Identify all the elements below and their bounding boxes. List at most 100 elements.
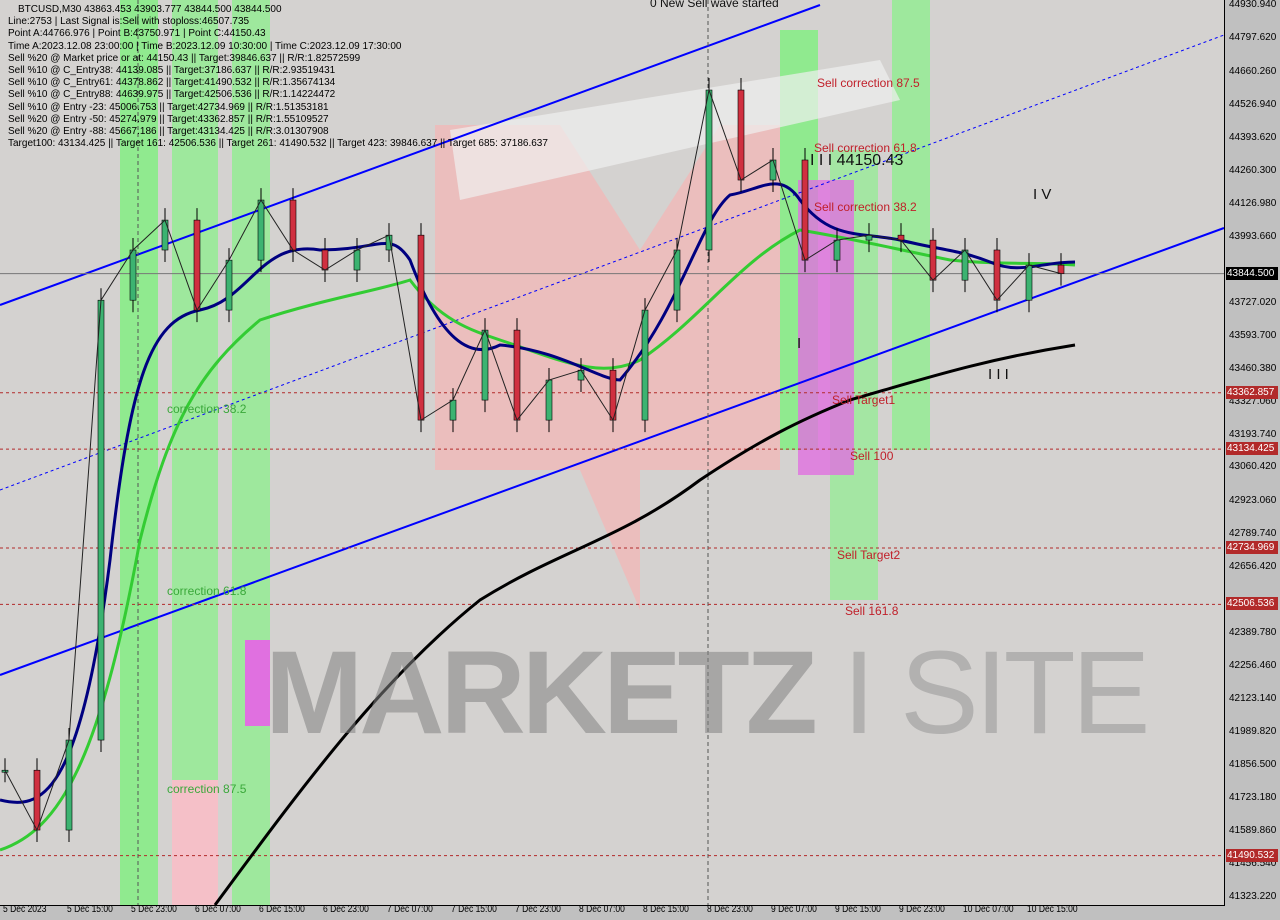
candle [417,234,425,421]
wave-1-label: I [797,335,802,352]
sell-100-label: Sell 100 [850,449,894,463]
zone-pink [172,780,218,905]
x-tick-label: 7 Dec 15:00 [451,904,497,915]
channel-mid [0,34,1224,491]
target-level-label: 43134.425 [1226,442,1278,456]
candle [769,159,777,181]
candle [65,739,73,831]
x-tick-label: 10 Dec 07:00 [963,904,1014,915]
candle [993,249,1001,301]
y-tick-label: 43460.380 [1229,362,1277,374]
price-candles [1,78,1065,843]
watermark-block [245,640,270,726]
sell-1618-label: Sell 161.8 [845,604,899,618]
info-line: Sell %10 @ C_Entry61: 44378.862 || Targe… [8,77,336,89]
zone-green [120,0,158,905]
y-tick-label: 44797.620 [1229,31,1277,43]
signal-info-panel: BTCUSD,M30 43863.453 43903.777 43844.500… [8,4,548,150]
zone-green [232,0,270,905]
y-tick-label: 43327.060 [1229,395,1277,407]
y-tick-label: 41456.540 [1229,858,1277,870]
info-line: Sell %10 @ Entry -23: 45006.753 || Targe… [8,101,329,113]
candle [97,299,105,741]
wave-3-label: I I I [988,366,1009,383]
candle [801,159,809,261]
watermark-logo: MARKETZ I SITE [265,627,1150,759]
info-line: Sell %20 @ Entry -50: 45274.979 || Targe… [8,113,329,125]
x-tick-label: 5 Dec 23:00 [131,904,177,915]
candle [577,369,585,381]
target-level-label: 42506.536 [1226,597,1278,611]
candle [353,249,361,271]
plot-area[interactable]: MARKETZ I SITE BTCUSD,M30 43863.453 4390… [0,0,1225,906]
x-tick-label: 8 Dec 23:00 [707,904,753,915]
x-tick-label: 10 Dec 15:00 [1027,904,1078,915]
x-tick-label: 6 Dec 07:00 [195,904,241,915]
close-price-line [4,88,1062,832]
candle [321,249,329,271]
level-lines [0,273,1224,857]
y-tick-label: 43993.660 [1229,230,1277,242]
y-tick-label: 44526.940 [1229,98,1277,110]
x-tick-label: 7 Dec 23:00 [515,904,561,915]
candle [641,309,649,421]
chart-svg [0,0,1224,905]
info-line: Sell %10 @ C_Entry88: 44639.975 || Targe… [8,89,336,101]
y-tick-label: 43193.740 [1229,428,1277,440]
current-price-label: 43844.500 [1226,266,1278,280]
y-tick-label: 44260.300 [1229,164,1277,176]
sell-correction-382-label: Sell correction 38.2 [814,200,917,214]
x-tick-label: 9 Dec 15:00 [835,904,881,915]
wave-4-label: I V [1033,186,1052,203]
y-tick-label: 44660.260 [1229,65,1277,77]
info-line: Target100: 43134.425 || Target 161: 4250… [8,138,548,150]
y-tick-label: 43060.420 [1229,461,1277,473]
channel-lower [0,227,1224,676]
sell-target2-label: Sell Target2 [837,548,901,562]
x-tick-label: 6 Dec 15:00 [259,904,305,915]
target-level-label: 41490.532 [1226,848,1278,862]
candle [449,399,457,421]
candle [961,249,969,281]
symbol-line: BTCUSD,M30 43863.453 43903.777 43844.500… [18,4,282,15]
candle [1057,264,1065,274]
candle [737,89,745,181]
candle [545,379,553,421]
candle [289,199,297,251]
sell-pattern-highlight [450,60,900,200]
x-tick-label: 9 Dec 23:00 [899,904,945,915]
sell-correction-875-label: Sell correction 87.5 [817,76,920,90]
wave-3-price-label: I I I 44150.43 [810,152,904,169]
candle [129,249,137,301]
ma-slow-line [213,343,1076,905]
zone-green [892,0,930,450]
y-tick-label: 42656.420 [1229,561,1277,573]
info-line: Point A:44766.976 | Point B:43750.971 | … [8,28,266,40]
target-level-label: 42734.969 [1226,540,1278,554]
correction-618-label: correction 61.8 [167,584,247,598]
candle [481,329,489,401]
y-tick-label: 43593.700 [1229,329,1277,341]
candle [513,329,521,421]
info-line: Sell %10 @ C_Entry38: 44139.085 || Targe… [8,65,336,77]
y-tick-label: 41723.180 [1229,792,1277,804]
candle [929,239,937,281]
candle [257,199,265,261]
y-tick-label: 44930.940 [1229,0,1277,10]
x-tick-label: 5 Dec 15:00 [67,904,113,915]
candle [193,219,201,311]
candle [1025,264,1033,301]
candle [673,249,681,311]
y-tick-label: 42256.460 [1229,660,1277,672]
y-tick-label: 41989.820 [1229,726,1277,738]
y-tick-label: 41589.860 [1229,825,1277,837]
info-line: Line:2753 | Last Signal is:Sell with sto… [8,16,250,28]
y-tick-label: 42789.740 [1229,528,1277,540]
x-tick-label: 8 Dec 15:00 [643,904,689,915]
y-tick-label: 44126.980 [1229,197,1277,209]
sell-target1-label: Sell Target1 [832,393,896,407]
x-tick-label: 7 Dec 07:00 [387,904,433,915]
x-tick-label: 6 Dec 23:00 [323,904,369,915]
y-tick-label: 42923.060 [1229,495,1277,507]
info-line: Sell %20 @ Entry -88: 45667.186 || Targe… [8,126,329,138]
